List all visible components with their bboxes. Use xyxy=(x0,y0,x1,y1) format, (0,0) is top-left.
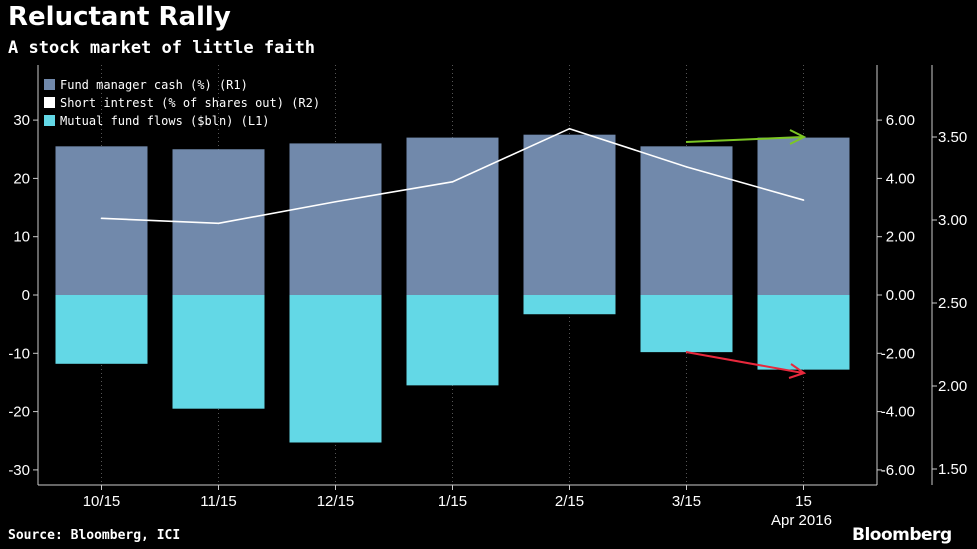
bar-fund-manager-cash xyxy=(289,143,382,295)
tick-label-left: 20 xyxy=(13,170,30,187)
bar-mutual-fund-flows xyxy=(172,295,265,409)
green-arrow-head xyxy=(789,129,807,145)
tick-label-left: -10 xyxy=(8,345,30,362)
red-arrow-shaft xyxy=(685,351,804,374)
red-arrow-head xyxy=(788,363,807,379)
tick-label-x: 10/15 xyxy=(83,493,121,510)
chart-subtitle: A stock market of little faith xyxy=(8,38,316,58)
bar-mutual-fund-flows xyxy=(289,295,382,443)
tick-label-left: 10 xyxy=(13,229,30,246)
annotation-arrows xyxy=(685,129,807,379)
bar-mutual-fund-flows xyxy=(640,295,733,353)
tick-label-x: 12/15 xyxy=(317,493,355,510)
tick-label-x: 3/15 xyxy=(672,493,701,510)
tick-label-right1: -2.00 xyxy=(881,345,915,362)
bar-mutual-fund-flows xyxy=(55,295,148,364)
tick-label-right2: 3.50 xyxy=(938,129,967,146)
tick-label-right1: -6.00 xyxy=(881,462,915,479)
point-short-interest xyxy=(100,217,103,220)
tick-label-right2: 2.50 xyxy=(938,295,967,312)
bar-mutual-fund-flows xyxy=(523,295,616,315)
legend-label: Fund manager cash (%) (R1) xyxy=(60,78,248,92)
tick-label-x: 2/15 xyxy=(555,493,584,510)
source-note: Source: Bloomberg, ICI xyxy=(8,528,181,543)
bar-fund-manager-cash xyxy=(757,137,850,295)
tick-label-x: 11/15 xyxy=(200,493,236,510)
tick-label-left: 0 xyxy=(22,287,30,304)
bar-fund-manager-cash xyxy=(55,146,148,295)
bar-mutual-fund-flows xyxy=(406,295,499,386)
tick-label-left: 30 xyxy=(13,112,30,129)
legend-label: Short intrest (% of shares out) (R2) xyxy=(60,96,320,110)
point-short-interest xyxy=(685,166,688,168)
tick-label-right1: 4.00 xyxy=(886,170,915,187)
tick-label-right1: 6.00 xyxy=(886,112,915,129)
point-short-interest xyxy=(451,181,454,183)
bar-fund-manager-cash xyxy=(523,134,616,295)
legend-swatch xyxy=(44,97,55,108)
chart-title: Reluctant Rally xyxy=(8,2,231,32)
tick-label-right2: 1.50 xyxy=(938,461,967,478)
green-arrow-shaft xyxy=(685,136,804,143)
tick-label-left: -30 xyxy=(8,462,30,479)
tick-label-right2: 2.00 xyxy=(938,378,967,395)
point-short-interest xyxy=(802,199,805,201)
axes: 30 20 10 0 -10 -20 -30 6.00 4.00 2.00 0.00 -2.00 -4.… xyxy=(8,65,967,529)
bars xyxy=(55,134,850,443)
tick-label-left: -20 xyxy=(8,404,30,421)
point-short-interest xyxy=(334,200,337,203)
tick-label-x: 15 xyxy=(795,493,812,510)
legend-swatch xyxy=(44,115,55,126)
bar-fund-manager-cash xyxy=(640,146,733,295)
point-short-interest xyxy=(217,222,220,225)
bar-fund-manager-cash xyxy=(406,137,499,295)
tick-label-right1: 2.00 xyxy=(886,229,915,246)
tick-label-right2: 3.00 xyxy=(938,212,967,229)
tick-sublabel-x: Apr 2016 xyxy=(771,512,832,529)
short-interest-line xyxy=(100,127,805,225)
legend-swatch xyxy=(44,79,55,90)
legend-label: Mutual fund flows ($bln) (L1) xyxy=(60,114,270,128)
tick-label-x: 1/15 xyxy=(438,493,467,510)
legend: Fund manager cash (%) (R1) Short intrest … xyxy=(44,78,320,128)
tick-label-right1: 0.00 xyxy=(886,287,915,304)
tick-label-right1: -4.00 xyxy=(881,404,915,421)
bloomberg-logo: Bloomberg xyxy=(852,525,952,545)
bar-mutual-fund-flows xyxy=(757,295,850,370)
point-short-interest xyxy=(568,127,571,130)
